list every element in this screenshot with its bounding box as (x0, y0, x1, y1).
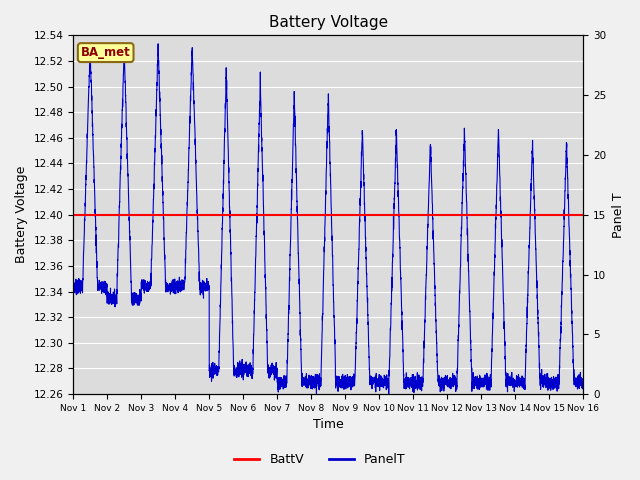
Title: Battery Voltage: Battery Voltage (269, 15, 388, 30)
Y-axis label: Panel T: Panel T (612, 192, 625, 238)
Legend: BattV, PanelT: BattV, PanelT (229, 448, 411, 471)
Y-axis label: Battery Voltage: Battery Voltage (15, 166, 28, 264)
X-axis label: Time: Time (313, 419, 344, 432)
Text: BA_met: BA_met (81, 46, 131, 59)
